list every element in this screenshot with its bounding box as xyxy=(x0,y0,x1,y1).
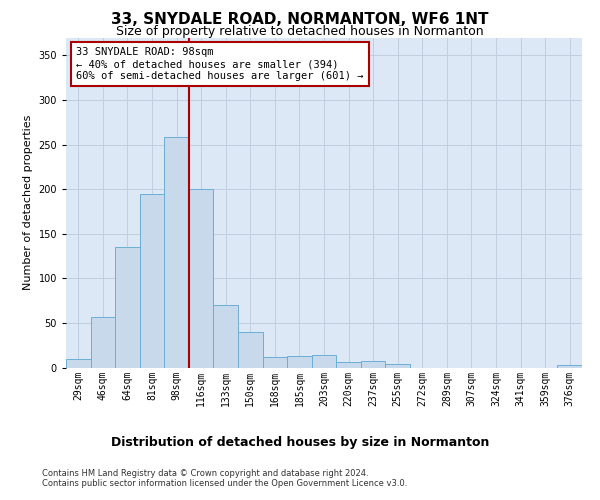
Text: 33, SNYDALE ROAD, NORMANTON, WF6 1NT: 33, SNYDALE ROAD, NORMANTON, WF6 1NT xyxy=(111,12,489,28)
Text: Contains public sector information licensed under the Open Government Licence v3: Contains public sector information licen… xyxy=(42,478,407,488)
Bar xyxy=(336,362,361,368)
Bar xyxy=(115,247,140,368)
Bar xyxy=(312,355,336,368)
Bar xyxy=(214,305,238,368)
Bar xyxy=(385,364,410,368)
Bar xyxy=(189,189,214,368)
Text: Size of property relative to detached houses in Normanton: Size of property relative to detached ho… xyxy=(116,25,484,38)
Bar xyxy=(263,357,287,368)
Text: Distribution of detached houses by size in Normanton: Distribution of detached houses by size … xyxy=(111,436,489,449)
Text: 33 SNYDALE ROAD: 98sqm
← 40% of detached houses are smaller (394)
60% of semi-de: 33 SNYDALE ROAD: 98sqm ← 40% of detached… xyxy=(76,48,364,80)
Text: Contains HM Land Registry data © Crown copyright and database right 2024.: Contains HM Land Registry data © Crown c… xyxy=(42,468,368,477)
Bar xyxy=(164,138,189,368)
Bar xyxy=(238,332,263,368)
Y-axis label: Number of detached properties: Number of detached properties xyxy=(23,115,33,290)
Bar xyxy=(91,316,115,368)
Bar xyxy=(66,360,91,368)
Bar xyxy=(557,365,582,368)
Bar xyxy=(361,362,385,368)
Bar xyxy=(140,194,164,368)
Bar xyxy=(287,356,312,368)
